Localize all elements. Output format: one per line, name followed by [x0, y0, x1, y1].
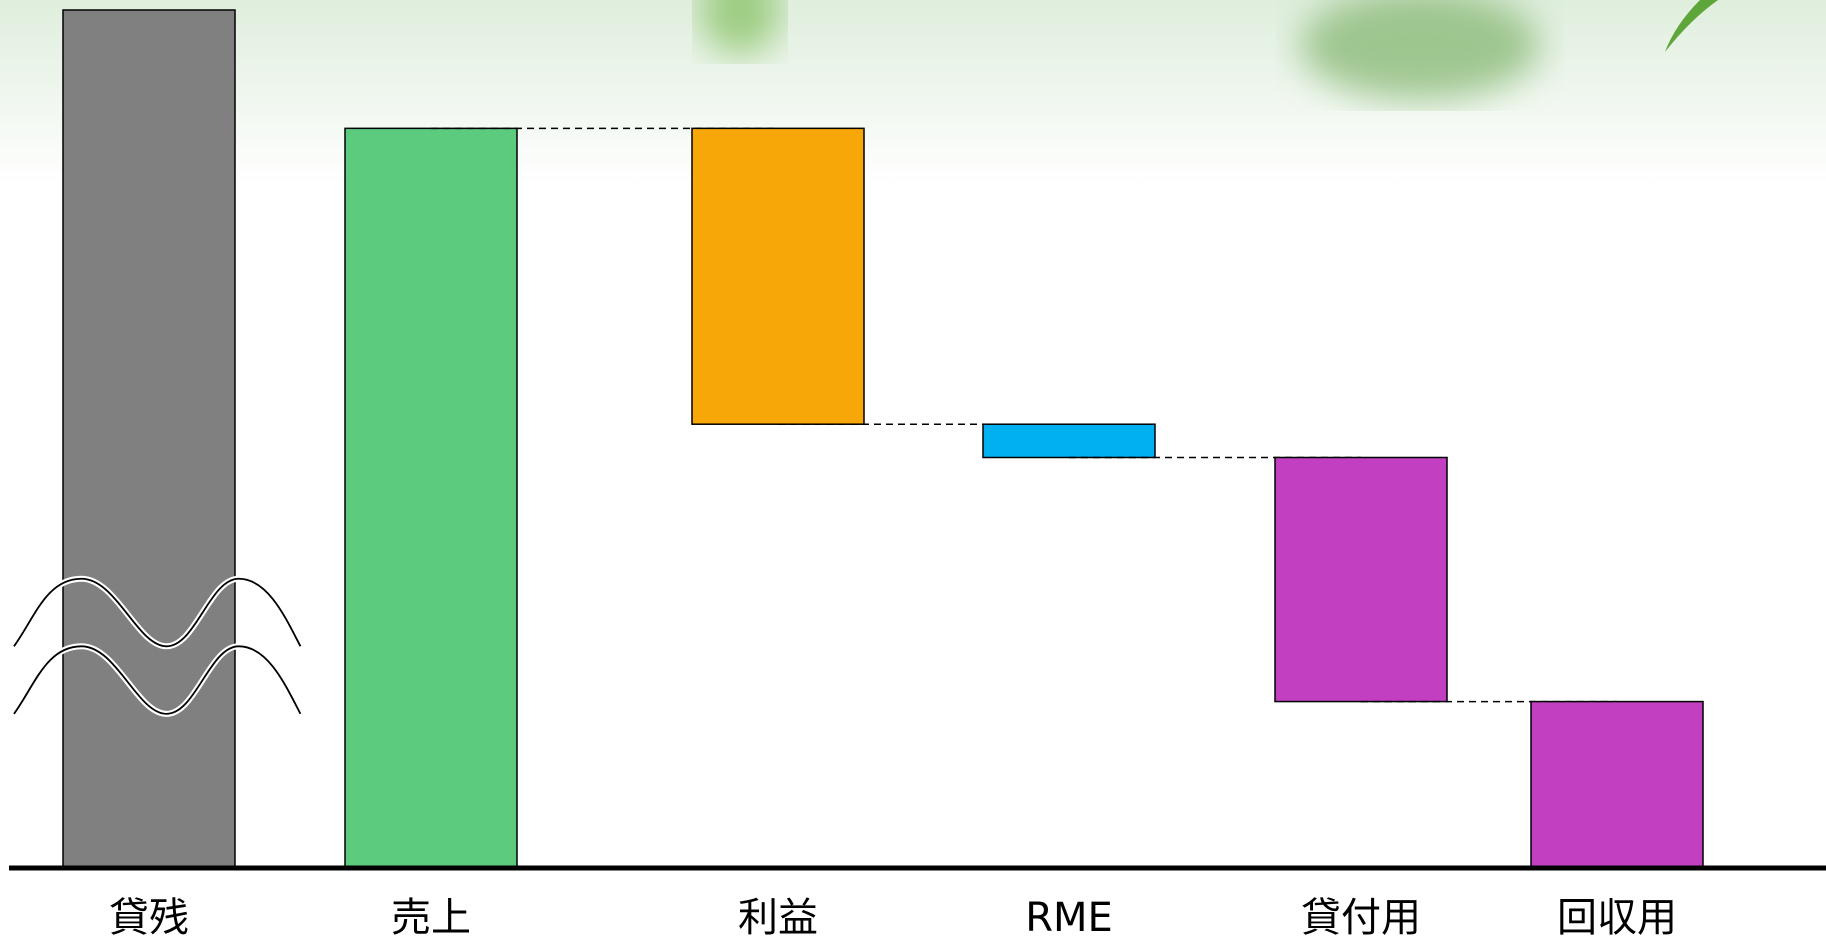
x-tick-label: 貸付用: [1301, 895, 1421, 941]
axis-break: [13, 645, 302, 715]
bar: [344, 127, 518, 869]
x-tick-label: 売上: [391, 895, 471, 941]
x-tick-label: 貸残: [109, 895, 189, 941]
bar: [62, 9, 236, 869]
x-tick-label: 利益: [738, 895, 818, 941]
bar: [1530, 700, 1704, 869]
bar: [691, 127, 865, 425]
axis-break: [13, 577, 302, 648]
x-tick-label: 回収用: [1557, 895, 1677, 941]
bar: [982, 423, 1156, 459]
background: [0, 0, 1826, 185]
bar: [1274, 456, 1448, 703]
x-tick-label: RME: [1025, 895, 1113, 941]
